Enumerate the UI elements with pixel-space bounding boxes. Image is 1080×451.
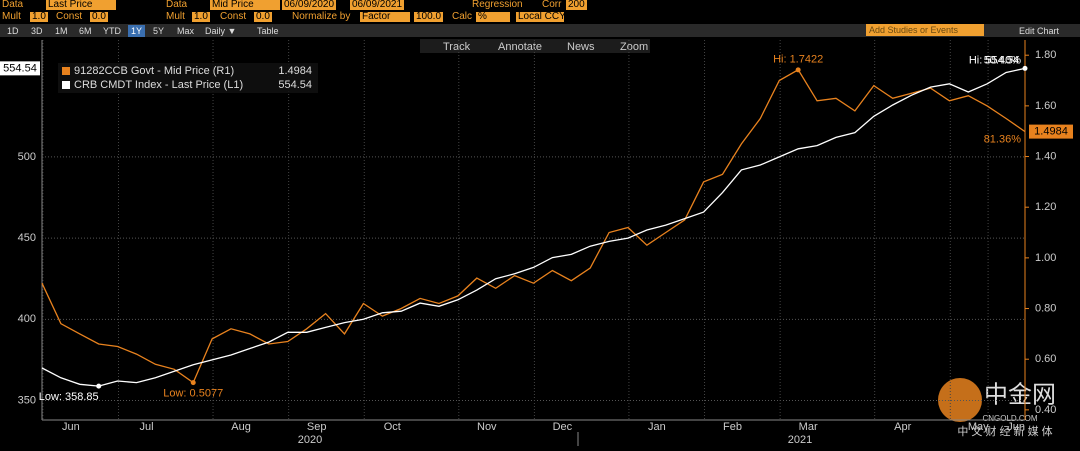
field[interactable]: 0.0 — [90, 11, 108, 22]
y2-tick-label: 0.60 — [1035, 353, 1056, 365]
frequency-button[interactable]: Daily ▼ — [205, 26, 237, 36]
y2-tick-label: 1.20 — [1035, 201, 1056, 213]
label: Corr — [542, 0, 562, 10]
x-tick-label: Feb — [723, 421, 742, 433]
y-tick-label: 400 — [18, 313, 36, 325]
x-tick-label: Apr — [894, 421, 911, 433]
legend-bg — [58, 63, 318, 93]
x-tick-label: Sep — [307, 421, 327, 433]
range-button[interactable]: 6M — [79, 26, 92, 36]
series-line — [41, 67, 1026, 387]
low-marker — [96, 383, 102, 389]
x-tick-label: Jun — [62, 421, 80, 433]
change-label: 81.36% — [984, 134, 1022, 146]
field[interactable]: Local CCY — [516, 11, 566, 22]
field[interactable]: 0.0 — [254, 11, 272, 22]
field[interactable]: 100.0 — [414, 11, 444, 22]
edit-chart[interactable]: Edit Chart — [1019, 26, 1060, 36]
field[interactable]: Mid Price — [210, 0, 280, 10]
high-marker-label: Hi: 554.54 — [969, 54, 1019, 66]
legend-swatch — [62, 67, 70, 75]
label: Calc — [452, 11, 473, 22]
y-tick-label: 350 — [18, 394, 36, 406]
label: Const — [56, 11, 83, 22]
x-tick-label: Oct — [384, 421, 401, 433]
x-tick-label: Dec — [553, 421, 573, 433]
field[interactable]: % — [476, 12, 510, 22]
tool-track[interactable]: Track — [443, 41, 471, 53]
field[interactable]: 06/09/2020 — [282, 0, 337, 10]
range-button[interactable]: 1M — [55, 26, 68, 36]
x-tick-label: Jan — [648, 421, 666, 433]
y2-tick-label: 0.80 — [1035, 302, 1056, 314]
field[interactable]: 200 — [566, 0, 587, 10]
plot-bg — [0, 38, 1080, 451]
range-button[interactable]: 1D — [7, 26, 19, 36]
y2-tick-label: 1.60 — [1035, 100, 1056, 112]
range-button[interactable]: 5Y — [153, 26, 165, 36]
y-tick-label: 450 — [18, 232, 36, 244]
high-marker-label: Hi: 1.7422 — [773, 54, 823, 66]
range-button[interactable]: Max — [177, 26, 195, 36]
field[interactable]: 06/09/2021 — [350, 0, 405, 10]
last-value: 554.54 — [3, 62, 37, 74]
label: Mult — [166, 11, 185, 22]
tool-news[interactable]: News — [567, 41, 595, 53]
x-tick-label: May — [968, 421, 989, 433]
tool-annotate[interactable]: Annotate — [498, 41, 542, 53]
low-marker-label: Low: 358.85 — [39, 391, 99, 403]
tool-zoom[interactable]: Zoom — [620, 41, 648, 53]
x-tick-label: Jul — [139, 421, 153, 433]
label: Regression — [472, 0, 523, 10]
legend-swatch — [62, 81, 70, 89]
x-tick-label: Jun — [1007, 421, 1025, 433]
high-marker — [1022, 65, 1028, 71]
y2-tick-label: 1.40 — [1035, 150, 1056, 162]
y-tick-label: 500 — [18, 151, 36, 163]
watermark-logo-icon — [938, 378, 982, 422]
field[interactable]: 1.0 — [192, 11, 210, 22]
field[interactable]: 1.0 — [30, 11, 48, 22]
field[interactable]: Factor — [360, 12, 410, 22]
label: Data — [2, 0, 24, 10]
label: Normalize by — [292, 11, 351, 22]
watermark-site: CNGOLD.COM — [982, 414, 1037, 423]
label: Data — [166, 0, 188, 10]
x-tick-label: Mar — [799, 421, 818, 433]
legend-value: 1.4984 — [278, 65, 312, 77]
y2-tick-label: 1.80 — [1035, 49, 1056, 61]
label: Const — [220, 11, 247, 22]
range-button[interactable]: 3D — [31, 26, 43, 36]
watermark-logo: 中金网 — [984, 381, 1056, 408]
table-button[interactable]: Table — [257, 26, 279, 36]
year-label: 2020 — [298, 434, 322, 446]
change-label: 50.40% — [984, 54, 1022, 66]
high-marker — [795, 67, 801, 73]
last-value-box — [1029, 124, 1073, 139]
range-button[interactable]: YTD — [103, 26, 121, 36]
y2-tick-label: 0.40 — [1035, 404, 1056, 416]
last-value: 1.4984 — [1034, 126, 1068, 138]
chart-toolbar — [420, 39, 650, 53]
y2-tick-label: 1.00 — [1035, 252, 1056, 264]
x-tick-label: Nov — [477, 421, 497, 433]
x-tick-label: Aug — [231, 421, 251, 433]
toolbar-row — [0, 24, 1080, 37]
watermark-tagline: 中 文 财 经 新 媒 体 — [957, 424, 1052, 438]
add-studies[interactable]: Add Studies or Events — [866, 24, 984, 36]
field[interactable]: Last Price — [46, 0, 116, 10]
year-label: 2021 — [788, 434, 812, 446]
legend-label: CRB CMDT Index - Last Price (L1) — [74, 79, 243, 91]
series-line — [41, 68, 1026, 384]
legend-value: 554.54 — [278, 79, 312, 91]
last-value-box — [0, 61, 40, 76]
low-marker — [190, 380, 196, 386]
legend-label: 91282CCB Govt - Mid Price (R1) — [74, 65, 234, 77]
label: Mult — [2, 11, 21, 22]
range-button[interactable]: 1Y — [128, 25, 146, 37]
low-marker-label: Low: 0.5077 — [163, 387, 223, 399]
